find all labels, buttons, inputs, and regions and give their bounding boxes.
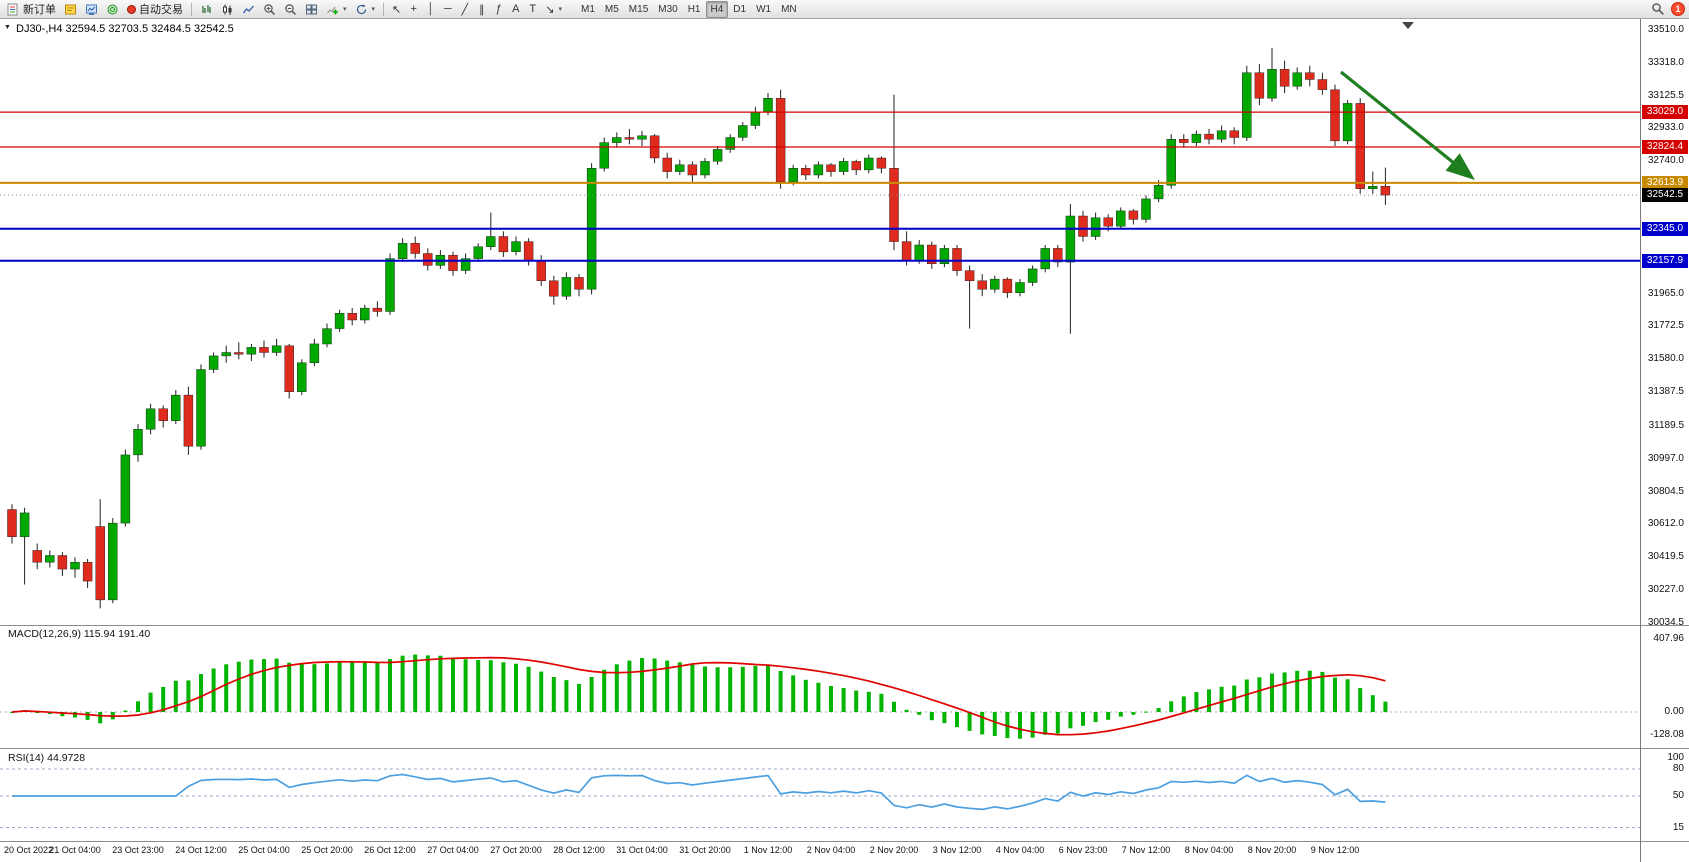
chevron-down-icon: ▾ <box>558 6 562 13</box>
indicators-button[interactable]: ▾ <box>322 1 351 18</box>
search-button[interactable] <box>1651 2 1665 16</box>
timeframe-w1-button[interactable]: W1 <box>756 3 772 15</box>
crosshair-button[interactable]: + <box>405 1 422 18</box>
notification-badge[interactable]: 1 <box>1671 2 1685 16</box>
metaeditor-button[interactable] <box>60 1 81 18</box>
equidistant-channel-icon: ∥ <box>479 3 485 16</box>
arrow-objects-icon: ↘ <box>545 3 555 16</box>
macd-values: 115.94 191.40 <box>83 628 151 640</box>
timeframe-m15-button[interactable]: M15 <box>628 3 649 15</box>
candlestick-chart-icon <box>223 4 232 15</box>
bar-chart-type-button[interactable] <box>196 1 217 18</box>
equidistant-channel-button[interactable]: ∥ <box>473 1 490 18</box>
terminal-button[interactable] <box>102 1 123 18</box>
bar-chart-icon <box>202 4 211 13</box>
arrow-objects-button[interactable]: ↘ ▾ <box>541 1 566 18</box>
auto-trading-button[interactable]: 自动交易 <box>123 1 187 18</box>
line-chart-icon <box>242 5 254 13</box>
macd-indicator-label: MACD(12,26,9) 115.94 191.40 <box>8 628 150 640</box>
auto-trading-label: 自动交易 <box>139 4 183 16</box>
metaeditor-icon <box>65 4 76 14</box>
terminal-icon <box>107 4 118 14</box>
vertical-line-button[interactable]: │ <box>422 1 439 18</box>
trendline-button[interactable]: ╱ <box>456 1 473 18</box>
add-indicator-icon <box>327 6 338 14</box>
text-icon: A <box>512 3 520 15</box>
macd-name: MACD(12,26,9) <box>8 628 81 640</box>
chevron-down-icon: ▾ <box>343 6 347 13</box>
drawing-tools-group: ↖ + │ ─ ╱ ∥ ƒ A T ↘ ▾ <box>388 1 566 18</box>
rsi-value: 44.9728 <box>47 752 86 764</box>
charts-button[interactable] <box>81 1 102 18</box>
timeframe-m1-button[interactable]: M1 <box>580 3 595 15</box>
new-order-icon <box>7 3 18 15</box>
zoom-in-icon <box>264 3 276 15</box>
zoom-out-button[interactable] <box>280 1 301 18</box>
rsi-indicator-label: RSI(14) 44.9728 <box>8 752 85 764</box>
toolbar-separator <box>383 2 385 16</box>
text-button[interactable]: A <box>507 1 524 18</box>
tile-windows-button[interactable] <box>301 1 322 18</box>
timeframe-m30-button[interactable]: M30 <box>658 3 678 15</box>
timeframe-mn-button[interactable]: MN <box>781 3 797 15</box>
rsi-name: RSI(14) <box>8 752 45 764</box>
timeframe-d1-button[interactable]: D1 <box>733 3 747 15</box>
toolbar: 新订单 自动交易 ▾ ▾ ↖ + │ ─ ╱ ∥ ƒ A T ↘ ▾ M1 M5 M15 M30 H1 H4 <box>0 0 1689 19</box>
vertical-line-icon: │ <box>427 3 435 15</box>
fibonacci-retracement-button[interactable]: ƒ <box>490 1 507 18</box>
chart-ohlc-text: DJ30-,H4 32594.5 32703.5 32484.5 32542.5 <box>16 23 234 35</box>
period-cycle-button[interactable]: ▾ <box>351 1 380 18</box>
candlestick-chart-type-button[interactable] <box>217 1 238 18</box>
cursor-button[interactable]: ↖ <box>388 1 405 18</box>
new-order-button[interactable]: 新订单 <box>3 1 60 18</box>
timeframe-m5-button[interactable]: M5 <box>604 3 619 15</box>
symbol-dropdown-icon[interactable]: ▼ <box>4 24 11 31</box>
chart-title: ▼ DJ30-,H4 32594.5 32703.5 32484.5 32542… <box>4 23 234 35</box>
auto-trading-status-icon <box>127 4 136 14</box>
trendline-icon: ╱ <box>461 3 469 16</box>
line-chart-type-button[interactable] <box>238 1 259 18</box>
toolbar-separator <box>191 2 192 16</box>
search-icon <box>1652 3 1664 15</box>
text-label-button[interactable]: T <box>524 1 541 18</box>
horizontal-line-icon: ─ <box>443 3 452 15</box>
price-chart-canvas[interactable] <box>0 19 1689 862</box>
zoom-out-icon <box>285 3 297 15</box>
crosshair-icon: + <box>410 3 417 15</box>
text-label-icon: T <box>529 3 537 15</box>
tile-windows-icon <box>306 4 317 14</box>
timeframes-group: M1 M5 M15 M30 H1 H4 D1 W1 MN <box>576 0 802 18</box>
fibonacci-retracement-icon: ƒ <box>495 3 502 15</box>
horizontal-line-button[interactable]: ─ <box>439 1 456 18</box>
chart-window-icon <box>86 4 97 15</box>
new-order-label: 新订单 <box>23 4 56 16</box>
notification-count: 1 <box>1671 2 1685 16</box>
cursor-icon: ↖ <box>392 3 402 16</box>
zoom-in-button[interactable] <box>259 1 280 18</box>
timeframe-h1-button[interactable]: H1 <box>687 3 701 15</box>
timeframe-h4-button[interactable]: H4 <box>705 0 729 18</box>
cycle-icon <box>356 3 366 14</box>
chevron-down-icon: ▾ <box>371 6 376 13</box>
